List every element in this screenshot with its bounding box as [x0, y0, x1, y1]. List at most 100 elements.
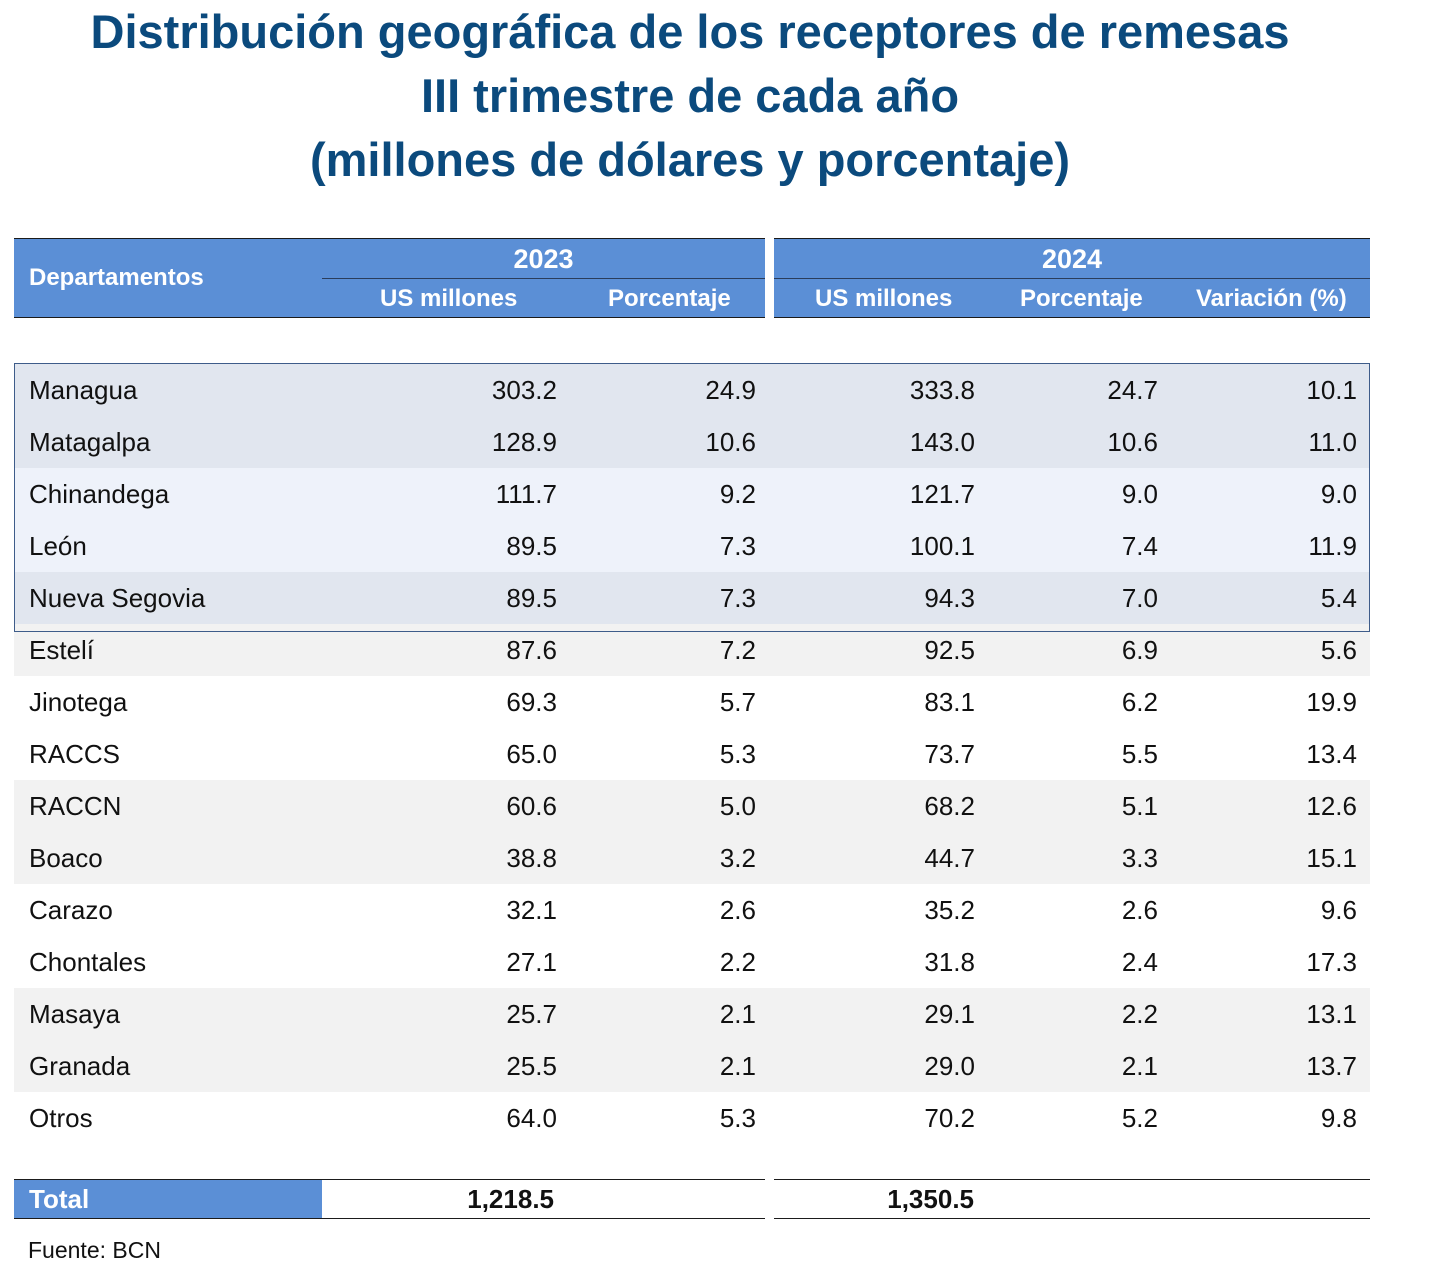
header-top-rule [14, 238, 765, 239]
pct-2023-value: 2.1 [719, 999, 756, 1029]
us-2024-value: 121.7 [909, 479, 975, 509]
pct-2023-value: 24.9 [705, 375, 756, 405]
data-table-body: Managua 303.2 24.9 333.8 24.7 10.1 Matagalpa 12… [14, 364, 1370, 1144]
pct-2023-value: 5.7 [719, 687, 756, 717]
department-name: Boaco [29, 843, 103, 873]
source-note: Fuente: BCN [28, 1237, 161, 1263]
pct-2024-value: 2.2 [1121, 999, 1158, 1029]
title-line-3: (millones de dólares y porcentaje) [309, 133, 1071, 186]
variation-value: 10.1 [1306, 375, 1357, 405]
table-row: Estelí 87.6 7.2 92.5 6.9 5.6 [14, 624, 1370, 676]
us-2024-value: 70.2 [924, 1103, 975, 1133]
us-2023-value: 89.5 [506, 583, 557, 613]
variation-value: 15.1 [1306, 843, 1357, 873]
table-row: Otros 64.0 5.3 70.2 5.2 9.8 [14, 1092, 1370, 1144]
header-pct-2024: Porcentaje [1020, 285, 1143, 312]
us-2024-value: 100.1 [909, 531, 975, 561]
us-2023-value: 32.1 [506, 895, 557, 925]
us-2023-value: 89.5 [506, 531, 557, 561]
table-row: Masaya 25.7 2.1 29.1 2.2 13.1 [14, 988, 1370, 1040]
variation-value: 11.9 [1308, 531, 1357, 561]
pct-2024-value: 5.2 [1121, 1103, 1158, 1133]
variation-value: 19.9 [1306, 687, 1357, 717]
us-2023-value: 303.2 [491, 375, 557, 405]
table-row: Boaco 38.8 3.2 44.7 3.3 15.1 [14, 832, 1370, 884]
pct-2023-value: 2.1 [719, 1051, 756, 1081]
pct-2024-value: 24.7 [1107, 375, 1158, 405]
pct-2023-value: 3.2 [719, 843, 756, 873]
department-name: Matagalpa [29, 427, 151, 457]
department-name: Otros [29, 1103, 93, 1133]
us-2023-value: 25.5 [506, 1051, 557, 1081]
us-2024-value: 29.0 [924, 1051, 975, 1081]
pct-2023-value: 7.3 [719, 583, 756, 613]
header-top-rule-2024 [774, 238, 1370, 239]
header-pct-2023: Porcentaje [608, 285, 731, 312]
us-2023-value: 69.3 [506, 687, 557, 717]
total-bottom-rule [14, 1218, 765, 1219]
pct-2023-value: 10.6 [705, 427, 756, 457]
pct-2024-value: 6.2 [1121, 687, 1158, 717]
us-2024-value: 29.1 [924, 999, 975, 1029]
department-name: Masaya [29, 999, 121, 1029]
us-2024-value: 94.3 [924, 583, 975, 613]
variation-value: 11.0 [1308, 427, 1357, 457]
us-2024-value: 143.0 [909, 427, 975, 457]
department-name: Chontales [29, 947, 147, 977]
pct-2024-value: 7.0 [1121, 583, 1158, 613]
variation-value: 13.4 [1306, 739, 1357, 769]
pct-2024-value: 7.4 [1121, 531, 1158, 561]
pct-2024-value: 10.6 [1107, 427, 1158, 457]
pct-2024-value: 3.3 [1121, 843, 1158, 873]
header-var-2024: Variación (%) [1196, 285, 1347, 312]
table-row: Chinandega 111.7 9.2 121.7 9.0 9.0 [14, 468, 1370, 520]
table-row: RACCN 60.6 5.0 68.2 5.1 12.6 [14, 780, 1370, 832]
header-us-2024: US millones [815, 285, 953, 312]
header-mid-rule-2024 [774, 278, 1370, 279]
pct-2024-value: 2.1 [1121, 1051, 1158, 1081]
total-us-2023: 1,218.5 [467, 1184, 554, 1214]
us-2024-value: 44.7 [924, 843, 975, 873]
table-row: Matagalpa 128.9 10.6 143.0 10.6 11.0 [14, 416, 1370, 468]
header-year-2024: 2024 [1041, 244, 1103, 274]
us-2024-value: 73.7 [924, 739, 975, 769]
pct-2023-value: 7.2 [719, 635, 756, 665]
variation-value: 9.8 [1320, 1103, 1357, 1133]
us-2024-value: 83.1 [924, 687, 975, 717]
pct-2024-value: 6.9 [1121, 635, 1158, 665]
total-top-rule [14, 1179, 765, 1180]
table-row: Jinotega 69.3 5.7 83.1 6.2 19.9 [14, 676, 1370, 728]
us-2023-value: 87.6 [506, 635, 557, 665]
us-2023-value: 25.7 [506, 999, 557, 1029]
title-line-2: III trimestre de cada año [420, 69, 960, 122]
pct-2023-value: 2.2 [719, 947, 756, 977]
table-row: Granada 25.5 2.1 29.0 2.1 13.7 [14, 1040, 1370, 1092]
header-mid-rule-2023 [322, 278, 765, 279]
header-departamentos: Departamentos [29, 264, 204, 291]
table-row: Managua 303.2 24.9 333.8 24.7 10.1 [14, 364, 1370, 416]
department-name: Jinotega [29, 687, 128, 717]
variation-value: 5.4 [1320, 583, 1357, 613]
table-row: RACCS 65.0 5.3 73.7 5.5 13.4 [14, 728, 1370, 780]
us-2023-value: 64.0 [506, 1103, 557, 1133]
us-2024-value: 31.8 [924, 947, 975, 977]
us-2024-value: 333.8 [909, 375, 975, 405]
table-row: Carazo 32.1 2.6 35.2 2.6 9.6 [14, 884, 1370, 936]
variation-value: 17.3 [1306, 947, 1357, 977]
total-top-rule-2024 [774, 1179, 1370, 1180]
variation-value: 9.0 [1320, 479, 1357, 509]
department-name: RACCS [29, 739, 121, 769]
us-2024-value: 92.5 [924, 635, 975, 665]
department-name: Carazo [29, 895, 113, 925]
table-row: León 89.5 7.3 100.1 7.4 11.9 [14, 520, 1370, 572]
variation-value: 13.7 [1306, 1051, 1357, 1081]
variation-value: 12.6 [1306, 791, 1357, 821]
pct-2023-value: 5.3 [719, 739, 756, 769]
us-2024-value: 68.2 [924, 791, 975, 821]
pct-2023-value: 5.3 [719, 1103, 756, 1133]
us-2023-value: 128.9 [491, 427, 557, 457]
pct-2024-value: 5.5 [1121, 739, 1158, 769]
pct-2023-value: 9.2 [719, 479, 756, 509]
table-row: Chontales 27.1 2.2 31.8 2.4 17.3 [14, 936, 1370, 988]
pct-2023-value: 5.0 [719, 791, 756, 821]
